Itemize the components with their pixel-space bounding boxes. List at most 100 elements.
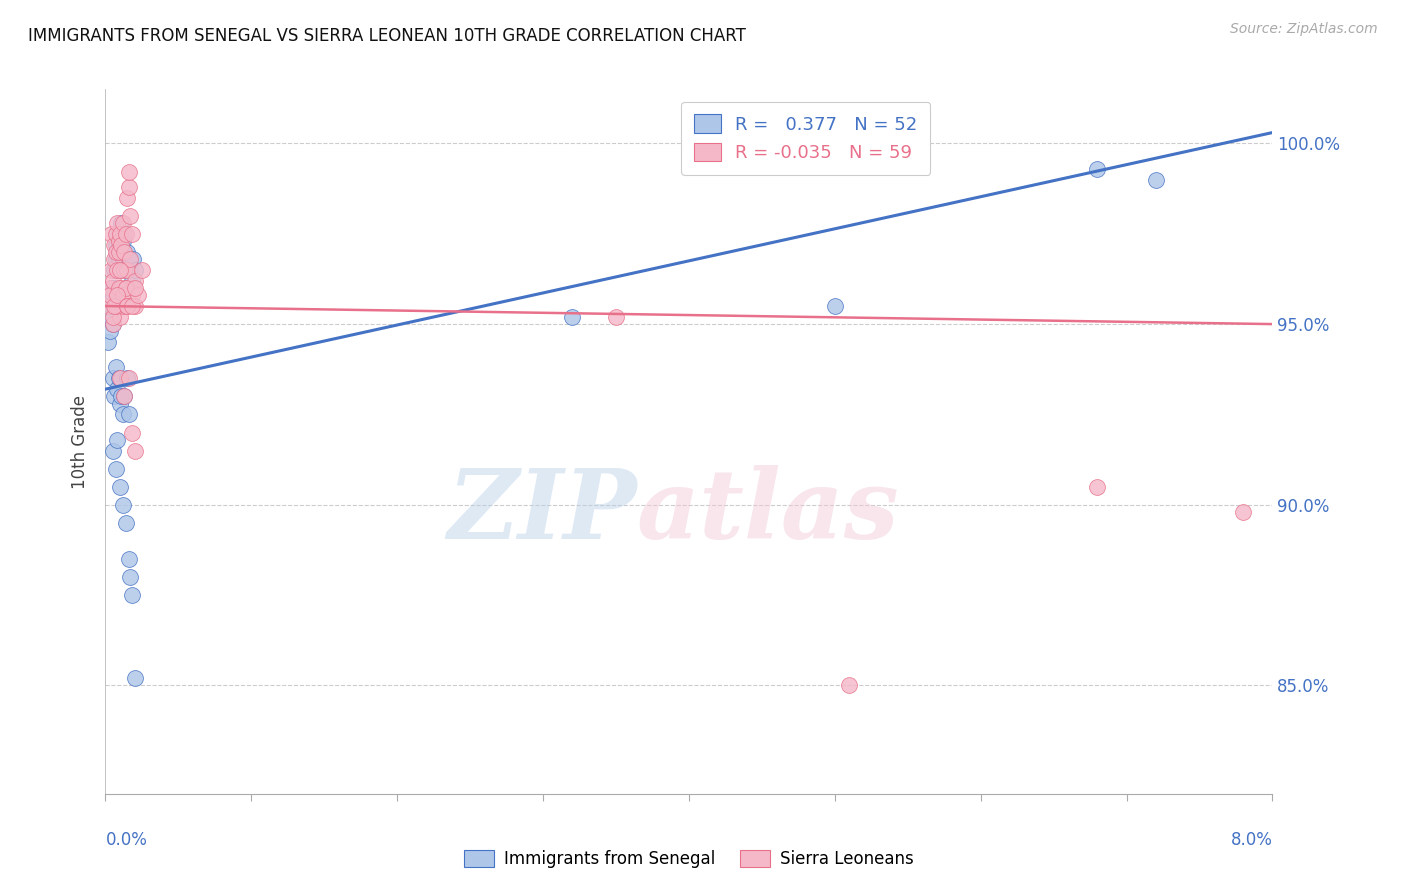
Point [110,237,132,252]
Text: ZIP: ZIP [447,465,637,559]
Point [97,335,120,350]
Point [110,216,132,230]
Point [118,252,141,266]
Point [98,281,121,295]
Point [111,299,134,313]
Point [111,288,134,302]
Point [121,288,143,302]
Point [117,263,139,277]
Point [121,227,143,241]
Point [1085,161,1108,176]
Point [107,244,129,259]
Point [100,281,122,295]
Point [118,179,141,194]
Point [104,252,127,266]
Point [118,165,141,179]
Text: 8.0%: 8.0% [1230,831,1272,849]
Point [115,281,138,295]
Point [120,570,142,584]
Point [111,216,134,230]
Point [107,252,129,266]
Point [121,299,143,313]
Point [108,227,131,241]
Point [110,389,132,403]
Point [105,288,128,302]
Point [104,237,127,252]
Point [124,263,146,277]
Point [107,234,129,248]
Point [101,274,124,288]
Y-axis label: 10th Grade: 10th Grade [72,394,90,489]
Point [121,425,143,440]
Legend: R =   0.377   N = 52, R = -0.035   N = 59: R = 0.377 N = 52, R = -0.035 N = 59 [681,102,931,175]
Point [605,310,627,324]
Point [107,371,129,385]
Point [100,263,122,277]
Point [108,263,131,277]
Point [103,299,125,313]
Point [117,299,139,313]
Point [115,281,138,295]
Point [103,263,125,277]
Point [103,252,125,266]
Point [108,263,131,277]
Point [112,389,135,403]
Point [105,433,128,447]
Point [98,310,121,324]
Point [117,299,139,313]
Point [561,310,583,324]
Point [110,237,132,252]
Point [112,263,135,277]
Point [838,678,860,692]
Point [100,227,122,241]
Point [1232,505,1254,519]
Point [101,288,124,302]
Text: Source: ZipAtlas.com: Source: ZipAtlas.com [1230,22,1378,37]
Point [118,408,141,422]
Point [117,244,139,259]
Point [108,310,131,324]
Point [124,281,146,295]
Text: atlas: atlas [637,465,898,559]
Point [111,498,134,512]
Point [104,299,127,313]
Point [105,263,128,277]
Point [115,281,138,295]
Point [112,389,135,403]
Point [124,299,146,313]
Point [104,227,127,241]
Point [103,389,125,403]
Point [124,443,146,458]
Point [107,237,129,252]
Point [121,274,143,288]
Point [122,281,145,295]
Point [111,234,134,248]
Point [104,244,127,259]
Point [824,299,846,313]
Point [100,299,122,313]
Point [1144,172,1167,186]
Point [101,443,124,458]
Point [115,227,138,241]
Point [101,317,124,331]
Point [97,299,120,313]
Point [103,281,125,295]
Point [120,252,142,266]
Point [108,227,131,241]
Point [131,263,153,277]
Point [101,310,124,324]
Point [111,408,134,422]
Point [118,371,141,385]
Point [108,480,131,494]
Point [103,237,125,252]
Point [127,288,149,302]
Point [108,371,131,385]
Point [1085,480,1108,494]
Point [98,288,121,302]
Point [104,461,127,475]
Point [122,252,145,266]
Point [105,382,128,396]
Point [111,252,134,266]
Point [107,281,129,295]
Point [101,371,124,385]
